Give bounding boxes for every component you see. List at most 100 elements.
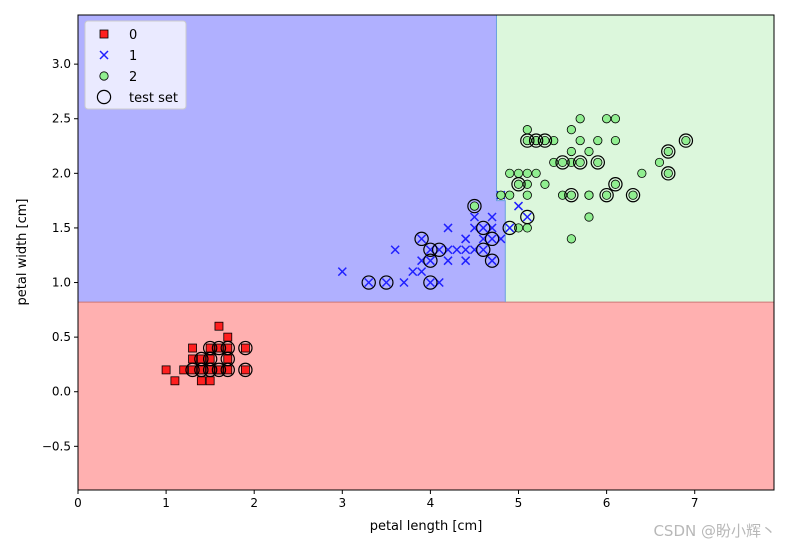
x-stroke [478,245,488,255]
point-series-3-32 [564,187,579,203]
point-series-2-8 [522,190,532,200]
x-stroke [452,245,462,255]
point-series-2-12 [522,125,532,135]
legend-label: test set [129,91,178,106]
point-series-2-1 [496,190,506,200]
y-tick-label: 2.5 [52,112,71,126]
series-2 [469,114,691,244]
point-series-0-19 [240,365,250,375]
legend-marker-3 [96,89,112,105]
x-tick-label: 4 [427,496,435,510]
point-series-1-0 [337,267,347,277]
point-series-1-10 [425,256,435,266]
point-series-2-3 [505,168,515,178]
x-stroke [487,234,497,244]
point-series-3-0 [185,362,200,378]
point-series-3-40 [678,133,694,148]
x-stroke [417,267,427,277]
point-series-1-1 [364,277,374,288]
point-series-2-37 [610,135,621,146]
point-series-0-6 [196,376,206,386]
point-series-1-9 [425,277,435,288]
point-series-0-20 [240,343,250,353]
point-series-1-26 [478,223,488,233]
point-series-2-29 [584,212,594,222]
point-series-3-21 [476,242,491,257]
x-tick-label: 2 [250,496,258,510]
x-stroke [408,267,418,277]
series-0 [161,321,250,386]
y-tick-label: 2.0 [52,166,71,180]
point-series-1-18 [461,256,471,266]
point-series-3-29 [528,133,544,148]
point-series-2-21 [566,234,576,244]
point-series-2-41 [654,157,665,168]
x-stroke [399,277,409,288]
x-tick-label: 0 [74,496,82,510]
x-stroke [99,50,109,60]
point-series-0-23 [214,365,224,375]
point-series-3-39 [661,144,676,159]
x-tick-label: 6 [603,496,611,510]
point-series-1-3 [390,245,400,255]
series-test-set [185,133,694,378]
x-axis-label: petal length [cm] [370,519,483,534]
boundary-class-1-2 [495,15,506,303]
point-series-3-23 [484,253,500,268]
point-series-3-30 [537,133,553,148]
point-series-3-27 [511,177,526,192]
point-series-3-5 [211,362,227,378]
point-series-3-18 [423,242,438,257]
plot-frame [77,14,775,491]
point-series-0-13 [214,343,224,353]
point-series-2-28 [575,114,585,124]
point-series-0-18 [223,332,233,342]
x-stroke [337,267,347,277]
y-tick-label: 0.5 [52,330,71,344]
x-stroke [487,212,497,222]
legend-label: 2 [129,70,137,85]
point-series-1-19 [461,245,471,255]
x-stroke [522,212,532,222]
point-series-2-25 [566,125,576,135]
point-series-2-10 [522,168,532,178]
point-series-2-42 [663,168,673,178]
point-series-1-17 [452,245,462,255]
point-series-1-36 [461,234,471,244]
x-stroke [513,201,524,211]
point-series-0-1 [170,376,180,386]
point-series-0-3 [188,365,197,375]
point-series-1-35 [522,212,532,222]
point-series-3-9 [220,340,235,356]
legend-marker-1 [99,50,109,60]
legend-box [84,20,187,110]
point-series-3-19 [432,242,447,257]
point-series-1-30 [487,212,497,222]
point-series-3-3 [202,362,218,378]
x-stroke [381,277,391,288]
point-series-1-28 [487,234,497,244]
point-series-3-12 [202,351,218,367]
point-series-2-22 [566,190,576,200]
legend-label: 1 [129,49,137,64]
point-series-2-24 [566,146,576,157]
point-series-0-0 [161,365,171,375]
x-stroke [417,234,427,244]
point-series-1-5 [408,267,418,277]
point-series-0-5 [188,343,197,353]
point-series-0-16 [223,354,233,364]
legend-label: 0 [129,28,137,43]
point-series-0-2 [179,365,189,375]
point-series-2-0 [469,201,480,211]
region-class-2 [496,15,774,303]
point-series-2-2 [505,190,515,200]
x-tick-label: 7 [691,496,699,510]
data-points [161,114,694,386]
point-series-2-27 [575,135,585,146]
x-stroke [425,256,435,266]
point-series-3-7 [220,362,235,378]
point-series-3-35 [599,187,614,203]
x-tick-label: 1 [162,496,170,510]
point-series-1-23 [469,212,479,222]
point-series-3-38 [661,166,676,181]
